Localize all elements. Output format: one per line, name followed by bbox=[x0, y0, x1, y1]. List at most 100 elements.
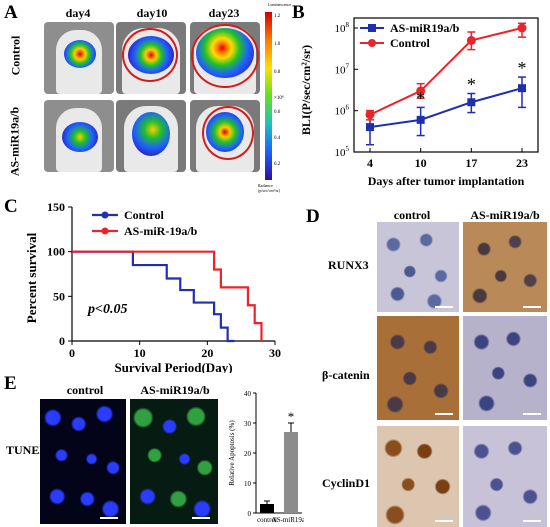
col-header-as-mir19ab: AS-miR19a/b bbox=[470, 208, 540, 222]
data-point bbox=[416, 115, 425, 124]
colorbar-tick: 0.6 bbox=[274, 110, 281, 115]
legend-marker bbox=[368, 24, 376, 32]
y-tick-label: 107 bbox=[335, 62, 350, 76]
bli-image-control-day23 bbox=[190, 22, 260, 94]
y-tick-label: 0 bbox=[248, 510, 252, 518]
ihc-beta-catenin-control bbox=[377, 316, 459, 420]
panel-label-e: E bbox=[4, 373, 17, 394]
x-tick-label: 23 bbox=[516, 156, 528, 170]
panel-label-d: D bbox=[306, 206, 320, 227]
legend-marker bbox=[101, 227, 109, 235]
x-tick-label: 4 bbox=[367, 156, 373, 170]
y-tick-label: 105 bbox=[335, 145, 350, 159]
row-label-tunel: TUNEL bbox=[6, 443, 48, 457]
bli-image-treated-day23 bbox=[190, 100, 260, 172]
significance-star: * bbox=[467, 75, 476, 95]
colorbar-tick: 1.0 bbox=[274, 42, 281, 47]
panel-c-chart: 0 50 100 150 0 10 20 30 Survival Period(Day) Perc… bbox=[24, 200, 281, 373]
x-tick-label: 20 bbox=[201, 346, 213, 360]
scale-bar bbox=[435, 306, 453, 308]
scale-bar bbox=[523, 306, 541, 308]
plot-frame bbox=[353, 17, 539, 153]
ihc-cyclind1-control bbox=[377, 426, 459, 527]
y-tick-exponent: 5 bbox=[346, 145, 350, 153]
colorbar-tick: 1.2 bbox=[274, 14, 281, 19]
y-tick-label: 0 bbox=[59, 334, 65, 348]
col-header-day4: day4 bbox=[65, 6, 91, 20]
ihc-cyclind1-treated bbox=[463, 426, 547, 527]
x-axis-label: Survival Period(Day) bbox=[114, 360, 232, 373]
y-tick-label: 10 bbox=[244, 480, 252, 488]
scale-bar bbox=[523, 413, 541, 415]
p-value-annotation: p<0.05 bbox=[87, 302, 127, 317]
scale-bar bbox=[192, 517, 210, 519]
x-tick-label: 10 bbox=[415, 156, 427, 170]
bar bbox=[260, 504, 274, 513]
y-tick-exponent: 8 bbox=[346, 21, 350, 29]
panel-label-a: A bbox=[4, 2, 18, 23]
colorbar-title: Luminescence bbox=[268, 2, 292, 7]
data-point bbox=[517, 23, 527, 33]
tunel-image-treated bbox=[130, 399, 218, 524]
panel-a: day4 day10 day23 Control AS-miR19a/b Lum… bbox=[0, 0, 292, 195]
significance-star: * bbox=[288, 409, 295, 424]
category-label: AS-miR19a/b bbox=[272, 516, 304, 524]
category-label: control bbox=[257, 516, 277, 524]
legend-marker bbox=[101, 211, 109, 219]
scale-bar bbox=[100, 517, 118, 519]
colorbar-tick: 0.8 bbox=[274, 70, 281, 75]
y-axis-label: Percent survival bbox=[24, 232, 39, 323]
x-tick-label: 10 bbox=[134, 346, 146, 360]
panel-b-chart: 105 106 107 108 4 10 17 23 Days after tumor impl… bbox=[299, 17, 539, 188]
legend-marker bbox=[368, 39, 376, 47]
y-tick-label: 150 bbox=[47, 200, 65, 214]
col-header-day23: day23 bbox=[208, 6, 240, 20]
legend-label: Control bbox=[390, 36, 430, 50]
y-tick-exponent: 7 bbox=[346, 62, 350, 70]
col-header-day10: day10 bbox=[136, 6, 168, 20]
colorbar bbox=[265, 12, 272, 180]
y-tick-exponent: 6 bbox=[346, 104, 350, 112]
legend-label: AS-miR19a/b bbox=[390, 21, 460, 35]
legend-label: Control bbox=[124, 208, 164, 222]
y-tick-label: 30 bbox=[244, 420, 252, 428]
survival-curve bbox=[72, 250, 235, 343]
panel-e-bar-chart: 0 10 20 30 40 Relative Apoptosis (%) controlA… bbox=[228, 390, 304, 524]
colorbar-unit: ×10⁸ bbox=[274, 96, 284, 101]
y-tick-label: 20 bbox=[244, 450, 252, 458]
y-tick-label: 40 bbox=[244, 390, 252, 398]
bli-image-control-day10 bbox=[116, 22, 186, 94]
row-label-cyclind1: CyclinD1 bbox=[322, 476, 370, 490]
row-label-control: Control bbox=[8, 35, 23, 76]
data-point bbox=[366, 123, 374, 132]
bli-image-treated-day4 bbox=[44, 100, 114, 172]
y-tick-label: 100 bbox=[47, 245, 65, 259]
panel-e: control AS-miR19a/b TUNEL bbox=[0, 380, 230, 527]
ihc-runx3-control bbox=[377, 222, 459, 312]
tumor-circle bbox=[191, 24, 259, 88]
bli-image-control-day4 bbox=[44, 22, 114, 94]
y-tick-label: 50 bbox=[53, 289, 65, 303]
row-label-beta-catenin: β-catenin bbox=[322, 368, 370, 382]
panel-label-b: B bbox=[292, 2, 305, 23]
y-tick-label: 106 bbox=[335, 104, 350, 118]
data-point bbox=[467, 98, 476, 107]
col-header-control: control bbox=[66, 383, 104, 397]
series-line bbox=[369, 87, 523, 129]
ihc-beta-catenin-treated bbox=[463, 316, 547, 420]
significance-star: * bbox=[416, 88, 425, 108]
row-label-as-mir19ab: AS-miR19a/b bbox=[7, 106, 22, 177]
x-tick-label: 0 bbox=[69, 346, 75, 360]
col-header-as-mir19ab: AS-miR19a/b bbox=[140, 383, 210, 397]
tumor-circle bbox=[122, 28, 178, 82]
series-line bbox=[369, 27, 523, 116]
y-axis-label: BLI(P/sec/cm²/sr) bbox=[299, 45, 313, 135]
scale-bar bbox=[435, 520, 453, 522]
tunel-image-control bbox=[40, 399, 126, 524]
scale-bar bbox=[435, 413, 453, 415]
x-tick-label: 30 bbox=[269, 346, 281, 360]
data-point bbox=[416, 86, 426, 96]
x-tick-label: 17 bbox=[465, 156, 477, 170]
tumor-circle bbox=[202, 106, 254, 160]
data-point bbox=[518, 84, 526, 93]
